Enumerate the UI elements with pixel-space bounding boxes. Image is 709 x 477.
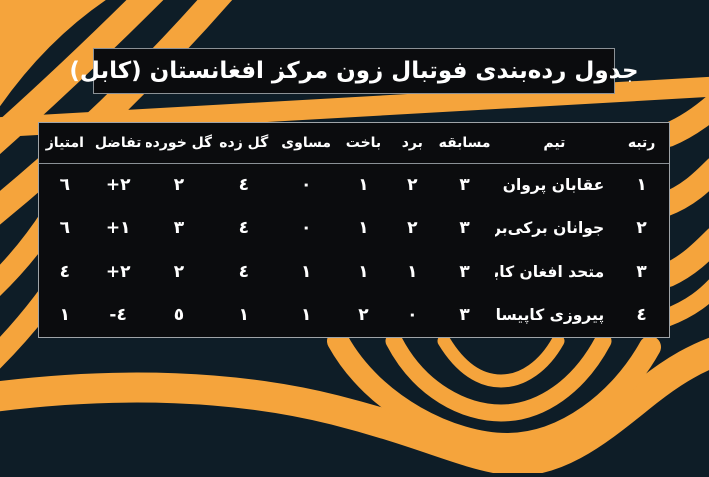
cell-played: ٣ [459, 261, 470, 282]
cell-drawn: ٠ [300, 175, 312, 195]
header-rank: رتبه [614, 123, 669, 164]
table-header-row: رتبه تیم مسابقه برد باخت مساوی گل زده گل… [39, 123, 669, 164]
cell-goals-against: ٣ [173, 218, 185, 239]
cell-rank: ٤ [636, 305, 647, 326]
table-row: ٢ جوانان برکی‌برک لوگر ٣ ٢ ١ ٠ ٤ ٣ +١ ٦ [39, 207, 669, 251]
cell-lost: ١ [358, 261, 369, 282]
cell-won: ٢ [407, 175, 418, 195]
cell-goal-difference: -٤ [109, 305, 127, 326]
cell-goal-difference: +٢ [105, 175, 131, 195]
cell-won: ١ [407, 261, 418, 282]
cell-points: ٦ [59, 175, 71, 195]
header-points: امتیاز [39, 123, 91, 164]
cell-rank: ٢ [636, 218, 647, 239]
cell-team: جوانان برکی‌برک لوگر [494, 219, 605, 238]
cell-lost: ٢ [358, 305, 369, 326]
cell-points: ٤ [59, 261, 71, 282]
cell-goal-difference: +١ [105, 218, 131, 239]
standings-panel: رتبه تیم مسابقه برد باخت مساوی گل زده گل… [38, 122, 670, 338]
cell-rank: ١ [636, 175, 647, 195]
header-lost: باخت [337, 123, 390, 164]
cell-team: عقابان پروان [502, 176, 605, 194]
header-goals-for: گل زده [212, 123, 276, 164]
cell-won: ٢ [407, 218, 418, 239]
standings-table: رتبه تیم مسابقه برد باخت مساوی گل زده گل… [39, 123, 669, 337]
cell-won: ٠ [407, 305, 418, 326]
cell-team: پیروزی کاپیسا [495, 306, 605, 325]
table-row: ٤ پیروزی کاپیسا ٣ ٠ ٢ ١ ١ ٥ -٤ ١ [39, 294, 669, 338]
cell-lost: ١ [358, 175, 369, 195]
cell-goals-for: ١ [238, 305, 249, 326]
cell-goals-against: ٢ [173, 175, 185, 195]
header-goal-difference: تفاضل [90, 123, 146, 164]
cell-rank: ٣ [636, 261, 647, 282]
cell-lost: ١ [358, 218, 369, 239]
table-row: ٣ متحد افغان کابل ٣ ١ ١ ١ ٤ ٢ +٢ ٤ [39, 250, 669, 294]
cell-team: متحد افغان کابل [495, 262, 605, 281]
cell-goals-for: ٤ [238, 175, 249, 195]
cell-played: ٣ [459, 218, 470, 239]
cell-played: ٣ [459, 175, 470, 195]
cell-goals-for: ٤ [238, 261, 249, 282]
cell-goals-against: ٥ [173, 305, 185, 326]
header-goals-against: گل خورده [145, 123, 213, 164]
cell-drawn: ١ [300, 261, 312, 282]
page-title: جدول رده‌بندی فوتبال زون مرکز افغانستان … [69, 58, 639, 84]
cell-drawn: ١ [300, 305, 312, 326]
title-box: جدول رده‌بندی فوتبال زون مرکز افغانستان … [69, 48, 639, 94]
table-row: ١ عقابان پروان ٣ ٢ ١ ٠ ٤ ٢ +٢ ٦ [39, 163, 669, 207]
cell-goals-against: ٢ [173, 261, 185, 282]
cell-goal-difference: +٢ [105, 261, 131, 282]
cell-points: ٦ [59, 218, 71, 239]
header-team: تیم [494, 123, 615, 164]
cell-goals-for: ٤ [238, 218, 249, 239]
cell-points: ١ [59, 305, 71, 326]
header-drawn: مساوی [275, 123, 338, 164]
cell-played: ٣ [459, 305, 470, 326]
header-won: برد [389, 123, 435, 164]
cell-drawn: ٠ [300, 218, 312, 239]
header-played: مسابقه [434, 123, 495, 164]
